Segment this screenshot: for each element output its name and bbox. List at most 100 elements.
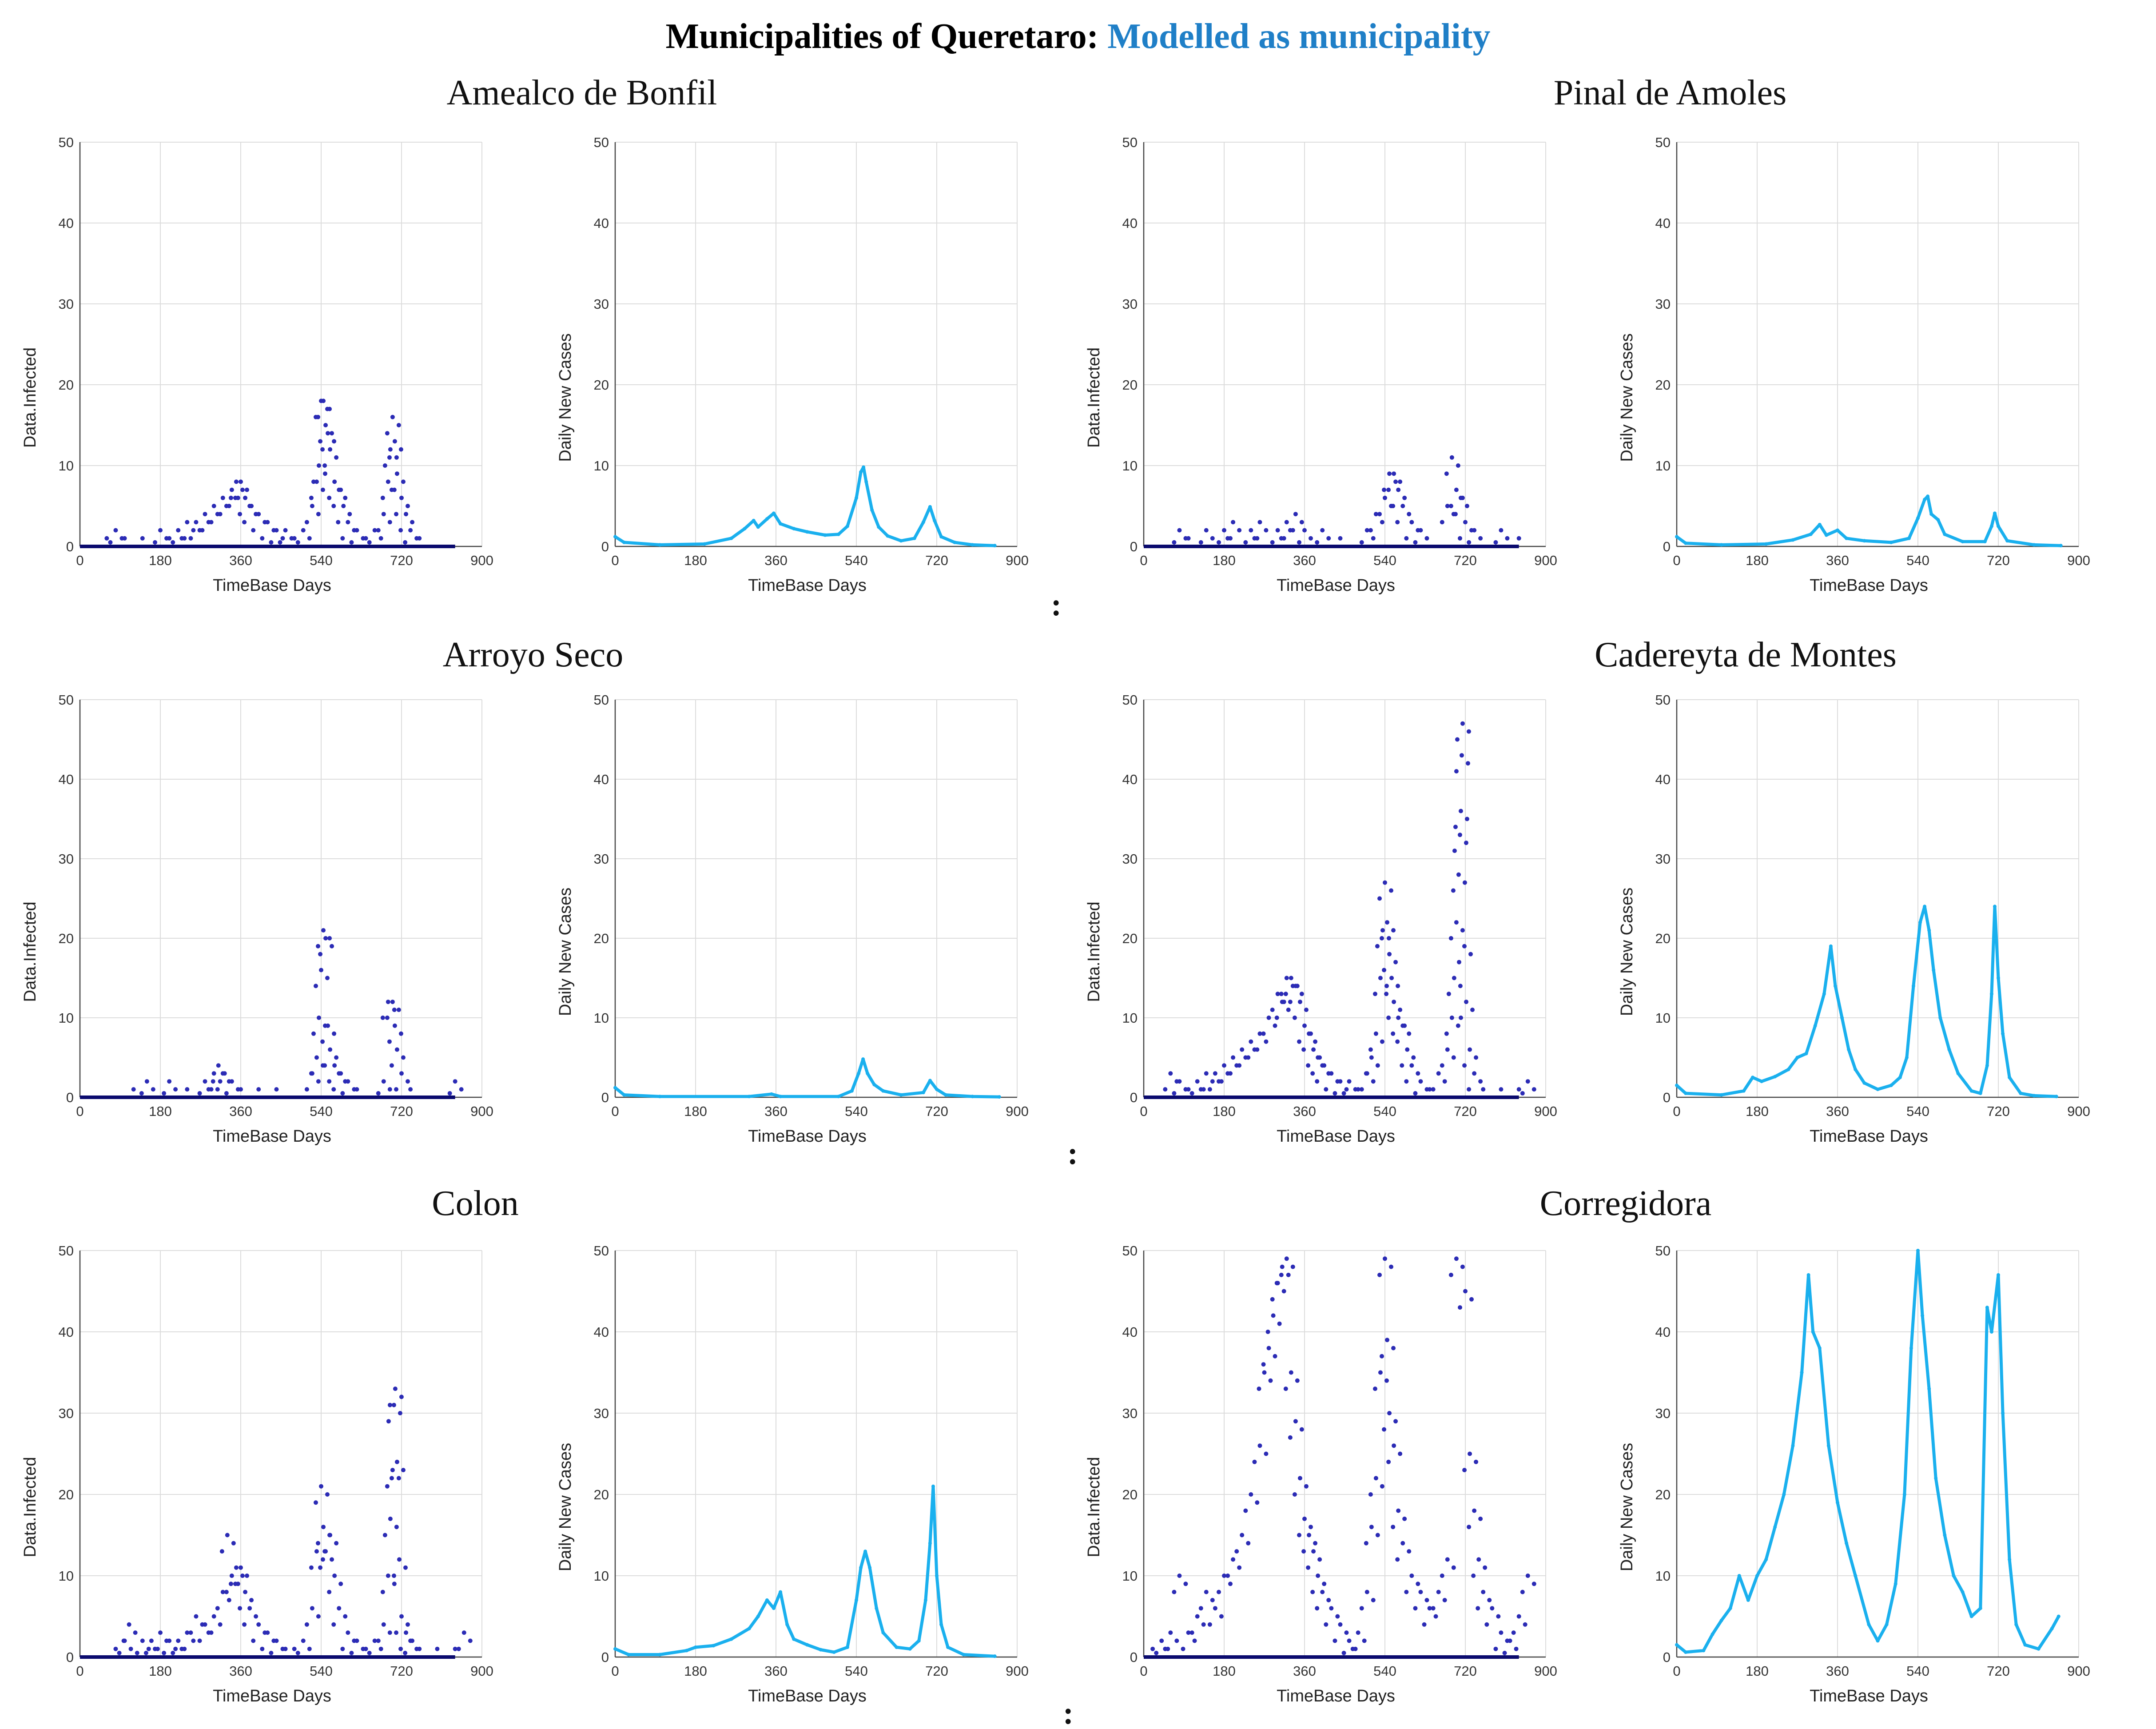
x-tick-label: 900 xyxy=(1534,1663,1557,1679)
data-point xyxy=(385,1484,390,1489)
model-point xyxy=(1862,1081,1866,1085)
data-point xyxy=(1396,1016,1401,1020)
model-point xyxy=(872,1083,876,1087)
data-point xyxy=(1445,1557,1450,1562)
data-point xyxy=(1511,1630,1516,1635)
model-point xyxy=(2023,1643,2027,1647)
municipality-title-cadereyta-de-montes: Cadereyta de Montes xyxy=(1595,635,1897,674)
data-point xyxy=(363,1646,368,1651)
x-axis-label: TimeBase Days xyxy=(1810,1687,1928,1705)
x-tick-label: 180 xyxy=(149,1663,172,1679)
model-point xyxy=(1845,536,1849,540)
data-point xyxy=(387,1039,392,1044)
y-tick-label: 40 xyxy=(59,772,74,787)
data-point xyxy=(233,1582,238,1586)
model-point xyxy=(684,1649,688,1653)
data-point xyxy=(1163,1646,1168,1651)
chart-arroyo-seco-model: 0 180 360 540 720 900 0 10 20 30 40 50 TimeBase Days… xyxy=(556,692,1029,1146)
model-point xyxy=(819,1648,823,1652)
y-tick-label: 20 xyxy=(1122,931,1138,946)
data-point xyxy=(1257,520,1262,525)
data-point xyxy=(1283,992,1288,996)
x-axis-label: TimeBase Days xyxy=(748,1687,867,1705)
data-point xyxy=(382,463,387,468)
data-point xyxy=(1459,753,1464,758)
data-point xyxy=(1472,1071,1477,1076)
data-point xyxy=(1270,1297,1275,1302)
chart-corregidora-model: 0 180 360 540 720 900 0 10 20 30 40 50 TimeBase Days… xyxy=(1618,1243,2090,1705)
y-tick-label: 10 xyxy=(1655,1568,1671,1584)
model-point xyxy=(1813,1024,1817,1028)
model-point xyxy=(613,1086,617,1090)
data-point xyxy=(1464,841,1468,845)
y-tick-label: 40 xyxy=(594,772,609,787)
data-point xyxy=(417,1646,422,1651)
data-point xyxy=(153,540,157,545)
data-point xyxy=(396,1476,401,1481)
model-point xyxy=(935,1574,939,1578)
data-point xyxy=(1472,528,1477,533)
data-point xyxy=(1198,1087,1203,1092)
x-tick-label: 900 xyxy=(1006,1104,1029,1119)
data-point xyxy=(1347,1638,1352,1643)
data-point xyxy=(319,968,323,972)
data-point xyxy=(1431,1087,1436,1092)
data-point xyxy=(314,1500,318,1505)
x-tick-label: 0 xyxy=(1140,1663,1147,1679)
x-tick-label: 720 xyxy=(1987,1663,2010,1679)
data-point xyxy=(1387,1411,1392,1415)
model-point xyxy=(1909,1346,1913,1350)
data-point xyxy=(367,1650,372,1655)
data-point xyxy=(197,1091,202,1096)
data-point xyxy=(1387,471,1392,476)
data-point xyxy=(1459,1016,1464,1020)
data-point xyxy=(251,1638,256,1643)
data-point xyxy=(403,1650,408,1655)
model-point xyxy=(769,1092,773,1096)
data-point xyxy=(1393,960,1398,964)
data-point xyxy=(1449,1016,1454,1020)
data-point xyxy=(1386,936,1391,940)
data-point xyxy=(1338,1622,1343,1627)
y-axis-label: Data.Infected xyxy=(1085,901,1103,1002)
x-axis-label: TimeBase Days xyxy=(213,1127,331,1146)
data-point xyxy=(1516,1614,1521,1619)
y-tick-label: 10 xyxy=(59,1010,74,1026)
data-point xyxy=(1364,528,1369,533)
model-point xyxy=(845,1645,849,1649)
data-point xyxy=(337,487,342,492)
data-point xyxy=(1389,888,1393,893)
model-point xyxy=(971,1095,975,1099)
data-point xyxy=(1275,528,1280,533)
data-point xyxy=(330,944,334,948)
data-point xyxy=(340,536,345,541)
data-point xyxy=(1309,536,1313,541)
model-point xyxy=(935,1088,939,1092)
x-tick-label: 0 xyxy=(1140,1104,1147,1119)
data-point xyxy=(1454,487,1459,492)
data-point xyxy=(301,1638,306,1643)
data-point xyxy=(1186,1087,1191,1092)
model-point xyxy=(1938,1016,1942,1020)
model-point xyxy=(805,1643,809,1647)
data-point xyxy=(173,1087,178,1092)
data-point xyxy=(1225,536,1230,541)
y-tick-label: 20 xyxy=(1655,1487,1671,1502)
model-point xyxy=(1755,1574,1759,1578)
model-point xyxy=(1845,1541,1849,1545)
y-tick-label: 10 xyxy=(59,1568,74,1584)
model-point xyxy=(765,517,769,521)
model-point xyxy=(2005,539,2009,543)
model-point xyxy=(877,525,881,529)
data-point xyxy=(332,1031,337,1036)
data-point xyxy=(372,528,377,533)
model-point xyxy=(2057,1614,2061,1618)
data-point xyxy=(206,1087,211,1092)
data-point xyxy=(1404,1079,1409,1084)
data-point xyxy=(1322,1582,1327,1586)
model-point xyxy=(1902,1493,1906,1496)
model-point xyxy=(1719,1093,1723,1097)
y-tick-label: 0 xyxy=(66,1649,74,1665)
x-tick-label: 360 xyxy=(229,1104,252,1119)
model-point xyxy=(1989,524,1993,528)
